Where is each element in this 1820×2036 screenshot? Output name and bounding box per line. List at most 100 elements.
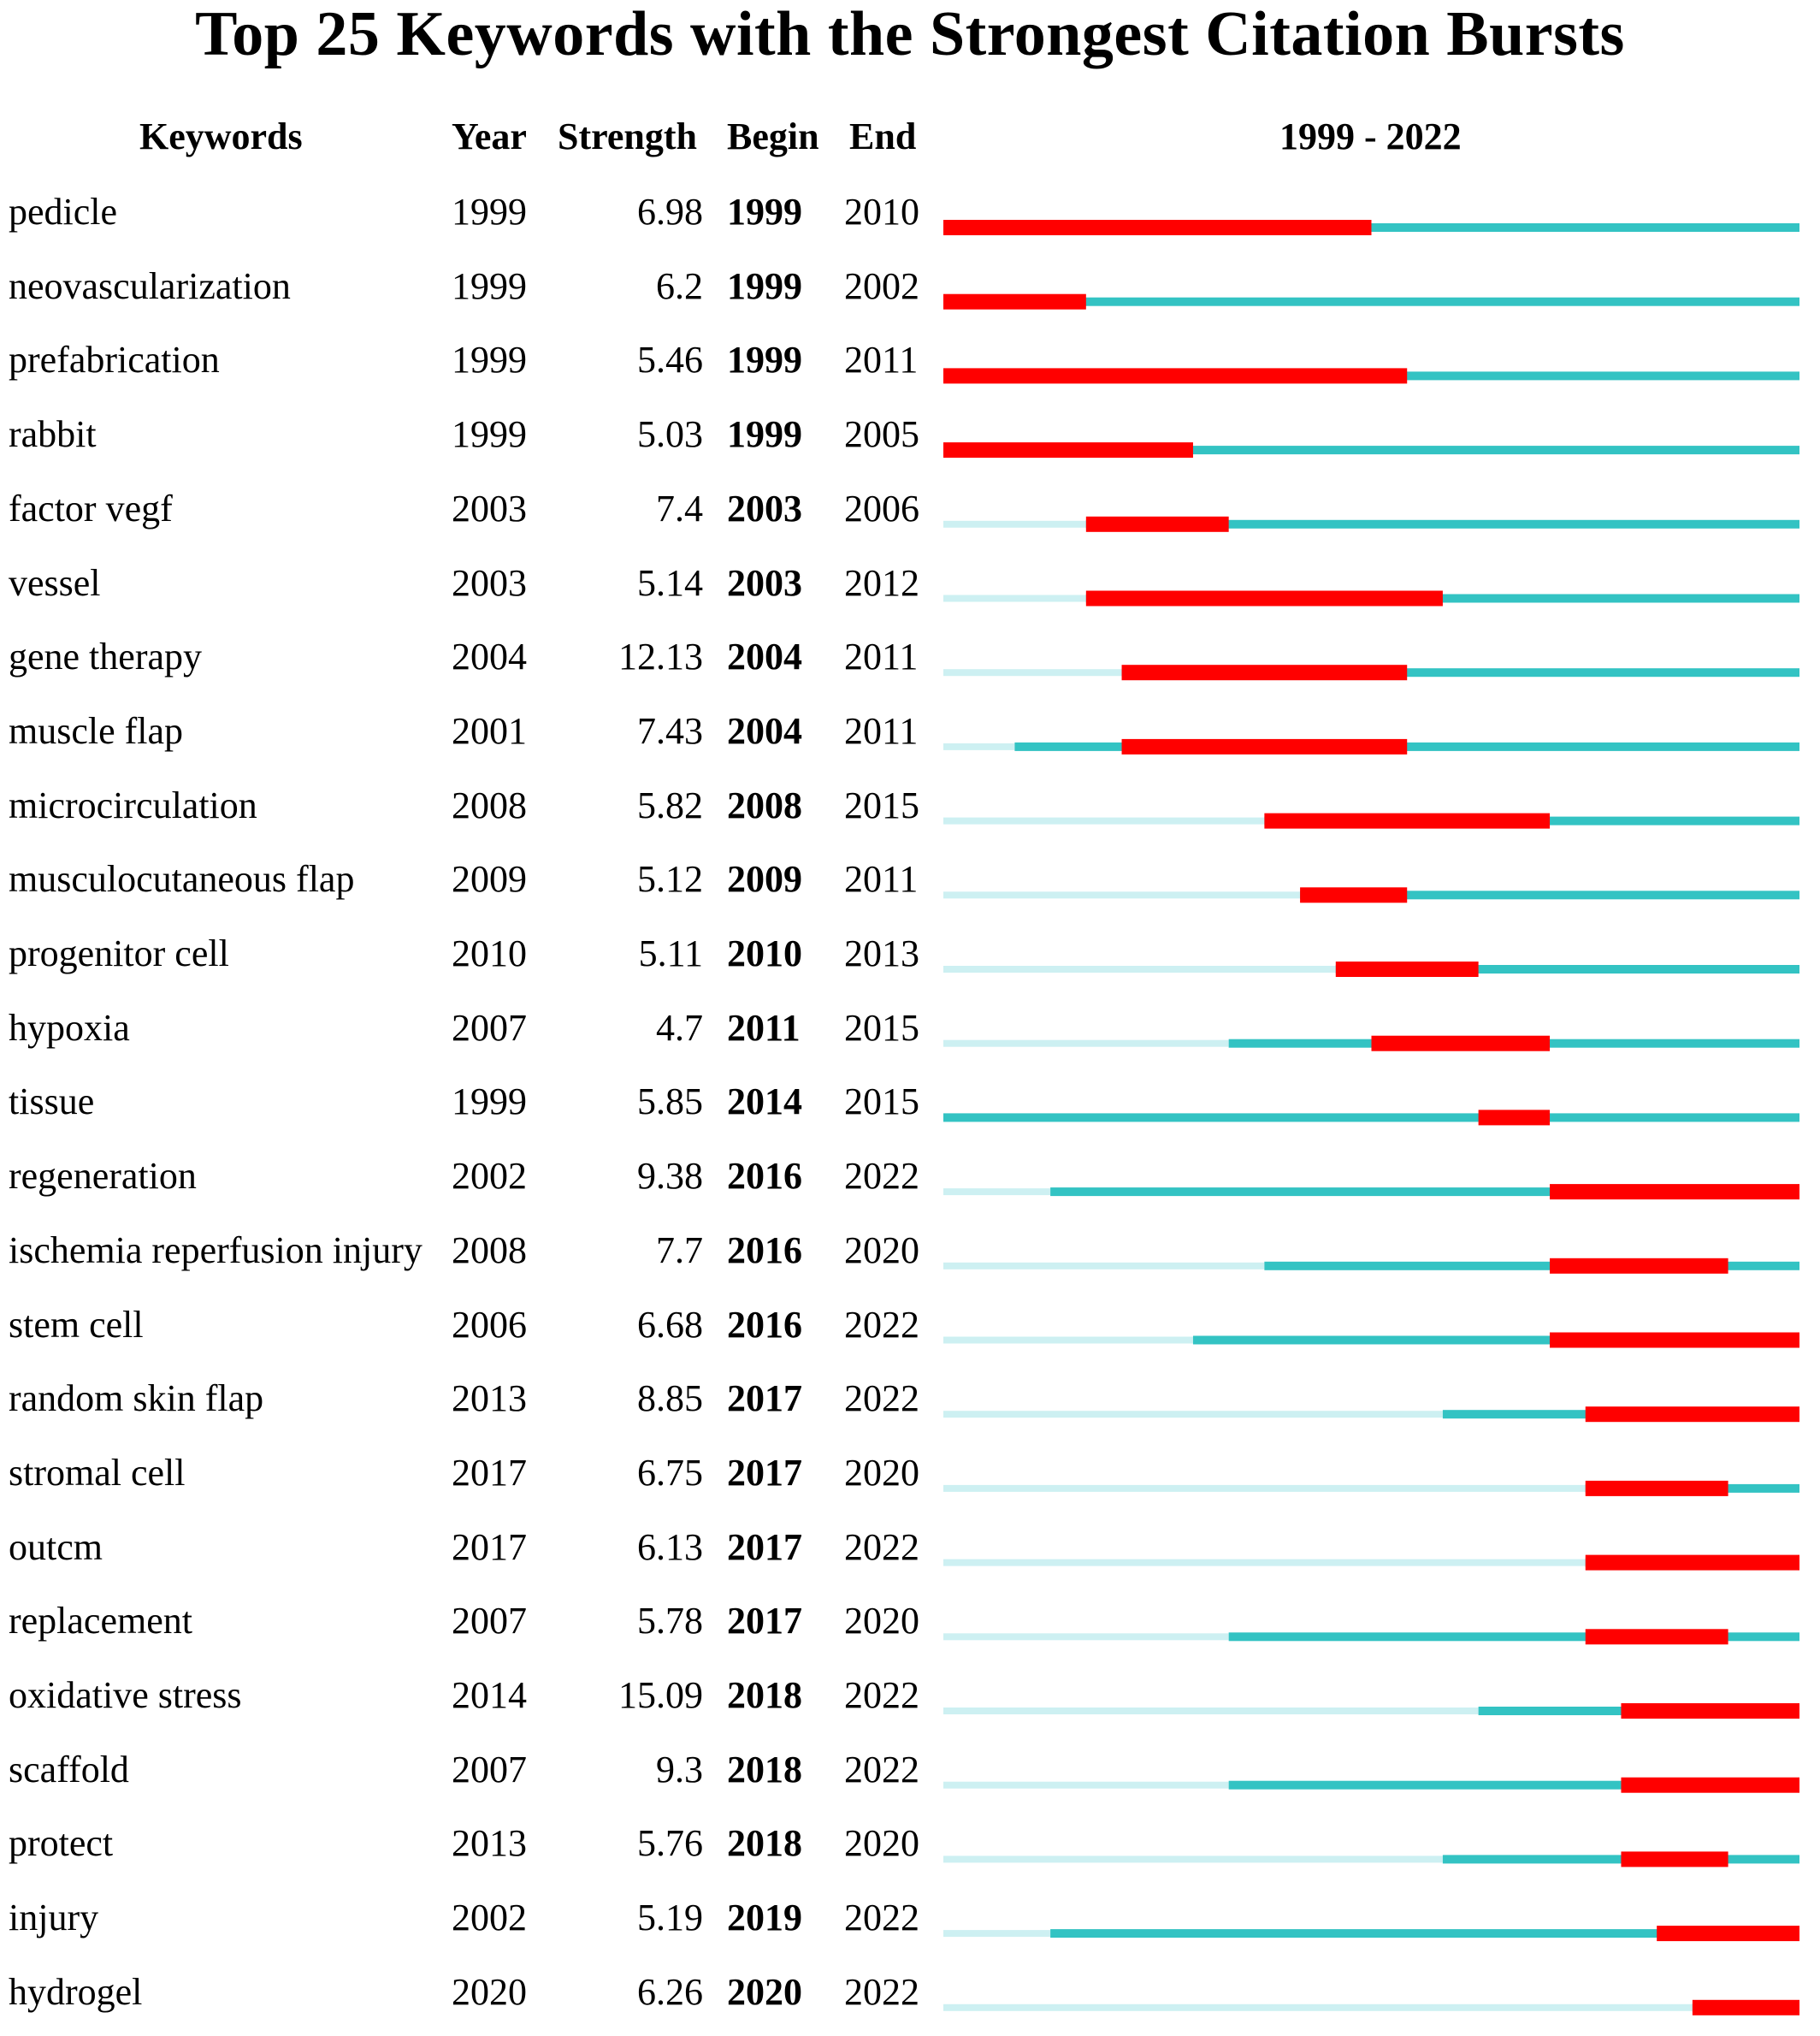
keyword-cell: replacement bbox=[9, 1600, 192, 1642]
burst-bar bbox=[1621, 1703, 1799, 1719]
active-period-bar bbox=[1228, 1632, 1799, 1642]
strength-cell: 6.26 bbox=[637, 1970, 703, 2013]
year-cell: 2007 bbox=[452, 1600, 527, 1642]
begin-cell: 2019 bbox=[727, 1897, 802, 1939]
burst-bar bbox=[1300, 887, 1408, 903]
burst-bar bbox=[943, 220, 1372, 235]
inactive-period-bar bbox=[943, 891, 1301, 899]
keyword-cell: prefabrication bbox=[9, 339, 220, 382]
burst-bar bbox=[1585, 1480, 1728, 1496]
year-cell: 2017 bbox=[452, 1525, 527, 1568]
active-period-bar bbox=[1264, 1261, 1799, 1270]
year-cell: 2013 bbox=[452, 1822, 527, 1865]
begin-cell: 2018 bbox=[727, 1822, 802, 1865]
end-cell: 2022 bbox=[844, 1970, 919, 2013]
year-cell: 2003 bbox=[452, 487, 527, 530]
header-end: End bbox=[849, 115, 917, 157]
begin-cell: 2008 bbox=[727, 784, 802, 826]
strength-cell: 5.82 bbox=[637, 784, 703, 826]
inactive-period-bar bbox=[943, 1262, 1265, 1270]
keyword-cell: ischemia reperfusion injury bbox=[9, 1228, 422, 1271]
strength-cell: 5.46 bbox=[637, 339, 703, 382]
inactive-period-bar bbox=[943, 1633, 1229, 1641]
burst-bar bbox=[1121, 738, 1408, 755]
year-cell: 2002 bbox=[452, 1155, 527, 1198]
keyword-cell: microcirculation bbox=[9, 784, 257, 826]
year-cell: 1999 bbox=[452, 191, 527, 233]
strength-cell: 5.19 bbox=[637, 1897, 703, 1939]
end-cell: 2022 bbox=[844, 1525, 919, 1568]
active-period-bar bbox=[943, 1113, 1799, 1122]
year-cell: 2008 bbox=[452, 784, 527, 826]
inactive-period-bar bbox=[943, 1855, 1443, 1863]
begin-cell: 2003 bbox=[727, 487, 802, 530]
begin-cell: 2017 bbox=[727, 1451, 802, 1494]
begin-cell: 2004 bbox=[727, 636, 802, 678]
active-period-bar bbox=[943, 297, 1799, 306]
begin-cell: 2009 bbox=[727, 858, 802, 901]
keyword-cell: regeneration bbox=[9, 1155, 197, 1198]
active-period-bar bbox=[1335, 965, 1799, 974]
end-cell: 2002 bbox=[844, 264, 919, 307]
strength-cell: 5.76 bbox=[637, 1822, 703, 1865]
keyword-cell: progenitor cell bbox=[9, 932, 229, 974]
inactive-period-bar bbox=[943, 966, 1336, 973]
end-cell: 2022 bbox=[844, 1674, 919, 1716]
strength-cell: 4.7 bbox=[656, 1006, 703, 1049]
end-cell: 2011 bbox=[844, 339, 919, 382]
header-year-range: 1999 - 2022 bbox=[1279, 115, 1462, 157]
burst-bar bbox=[943, 368, 1408, 384]
burst-bar bbox=[1550, 1184, 1799, 1200]
end-cell: 2011 bbox=[844, 636, 919, 678]
inactive-period-bar bbox=[943, 817, 1265, 825]
strength-cell: 6.75 bbox=[637, 1451, 703, 1494]
strength-cell: 5.85 bbox=[637, 1080, 703, 1123]
begin-cell: 2016 bbox=[727, 1228, 802, 1271]
keyword-cell: tissue bbox=[9, 1080, 95, 1123]
end-cell: 2013 bbox=[844, 932, 919, 974]
burst-bar bbox=[1692, 1999, 1799, 2015]
begin-cell: 2014 bbox=[727, 1080, 802, 1123]
year-cell: 2002 bbox=[452, 1897, 527, 1939]
burst-bar bbox=[1585, 1554, 1799, 1571]
inactive-period-bar bbox=[943, 1336, 1193, 1344]
inactive-period-bar bbox=[943, 1930, 1051, 1938]
keyword-cell: stromal cell bbox=[9, 1451, 186, 1494]
header-year: Year bbox=[452, 115, 527, 157]
burst-bar bbox=[943, 293, 1086, 310]
keyword-cell: musculocutaneous flap bbox=[9, 858, 355, 901]
end-cell: 2006 bbox=[844, 487, 919, 530]
begin-cell: 2017 bbox=[727, 1600, 802, 1642]
header-keywords: Keywords bbox=[139, 115, 303, 157]
inactive-period-bar bbox=[943, 1188, 1051, 1196]
keyword-cell: pedicle bbox=[9, 191, 118, 233]
year-cell: 1999 bbox=[452, 413, 527, 456]
burst-bar bbox=[1550, 1258, 1728, 1274]
inactive-period-bar bbox=[943, 1708, 1479, 1714]
year-cell: 1999 bbox=[452, 1080, 527, 1123]
header-strength: Strength bbox=[558, 115, 697, 157]
begin-cell: 2003 bbox=[727, 561, 802, 604]
begin-cell: 2020 bbox=[727, 1970, 802, 2013]
end-cell: 2005 bbox=[844, 413, 919, 456]
burst-bar bbox=[1585, 1629, 1728, 1645]
burst-bar bbox=[1335, 962, 1479, 977]
begin-cell: 2004 bbox=[727, 709, 802, 752]
strength-cell: 5.12 bbox=[637, 858, 703, 901]
active-period-bar bbox=[1121, 668, 1799, 678]
inactive-period-bar bbox=[943, 669, 1122, 677]
strength-cell: 5.11 bbox=[638, 932, 703, 974]
strength-cell: 6.68 bbox=[637, 1303, 703, 1346]
end-cell: 2022 bbox=[844, 1377, 919, 1420]
burst-bar bbox=[1657, 1926, 1799, 1942]
keyword-cell: gene therapy bbox=[9, 636, 202, 678]
begin-cell: 2016 bbox=[727, 1155, 802, 1198]
burst-bar bbox=[1121, 665, 1408, 681]
end-cell: 2010 bbox=[844, 191, 919, 233]
year-cell: 2017 bbox=[452, 1451, 527, 1494]
end-cell: 2015 bbox=[844, 1080, 919, 1123]
end-cell: 2020 bbox=[844, 1822, 919, 1865]
begin-cell: 1999 bbox=[727, 191, 802, 233]
year-cell: 2004 bbox=[452, 636, 527, 678]
year-cell: 2006 bbox=[452, 1303, 527, 1346]
